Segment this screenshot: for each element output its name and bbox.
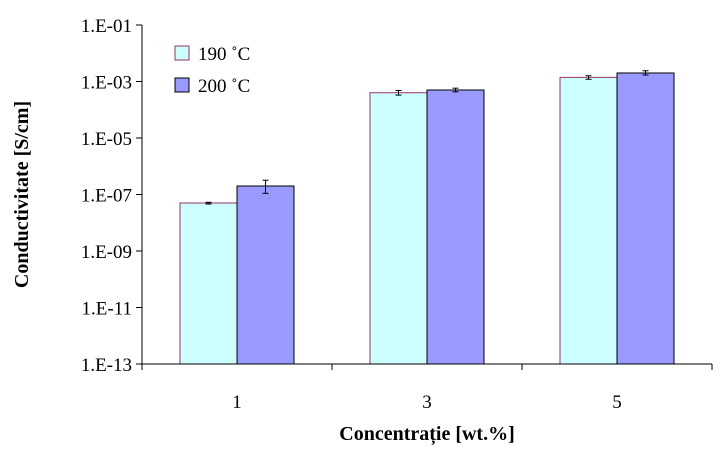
- legend: 190 ˚C 200 ˚C: [174, 44, 250, 97]
- x-tick-label-3: 3: [422, 392, 432, 413]
- error-bar-3-series-1: [395, 90, 402, 96]
- legend-label-series-1: 190 ˚C: [198, 44, 250, 65]
- bar-3-series-2: [426, 89, 485, 365]
- legend-label-series-2: 200 ˚C: [198, 76, 250, 97]
- bar-3-series-1: [369, 92, 428, 365]
- x-ticks: 1 3 5: [141, 364, 713, 413]
- y-tick-label: 1.E-01: [81, 16, 132, 37]
- legend-swatch-series-1: [174, 45, 190, 61]
- error-bar-1-series-2: [262, 179, 269, 194]
- y-tick-label: 1.E-07: [81, 186, 132, 207]
- errorbars-layer: [205, 70, 649, 205]
- x-tick-label-1: 1: [232, 392, 242, 413]
- bars-layer: [179, 72, 675, 365]
- y-ticks: 1.E-13 1.E-11 1.E-09 1.E-07 1.E-05 1.E-03 1.E-…: [81, 16, 142, 376]
- bar-5-series-1: [559, 76, 618, 365]
- y-tick-label: 1.E-03: [81, 73, 132, 94]
- y-tick-label: 1.E-11: [82, 299, 132, 320]
- y-tick-label: 1.E-09: [81, 242, 132, 263]
- error-bar-5-series-1: [585, 75, 592, 80]
- y-tick-label: 1.E-05: [81, 129, 132, 150]
- bar-1-series-1: [179, 202, 238, 365]
- x-axis-title: Concentrație [wt.%]: [339, 423, 515, 446]
- error-bar-1-series-1: [205, 201, 212, 205]
- y-axis-title: Conductivitate [S/cm]: [11, 101, 33, 288]
- error-bar-5-series-2: [642, 70, 649, 76]
- x-tick-label-5: 5: [612, 392, 622, 413]
- bar-1-series-2: [236, 185, 295, 365]
- error-bar-3-series-2: [452, 87, 459, 93]
- y-tick-label: 1.E-13: [81, 355, 132, 376]
- bar-5-series-2: [616, 72, 675, 365]
- legend-swatch-series-2: [174, 77, 190, 93]
